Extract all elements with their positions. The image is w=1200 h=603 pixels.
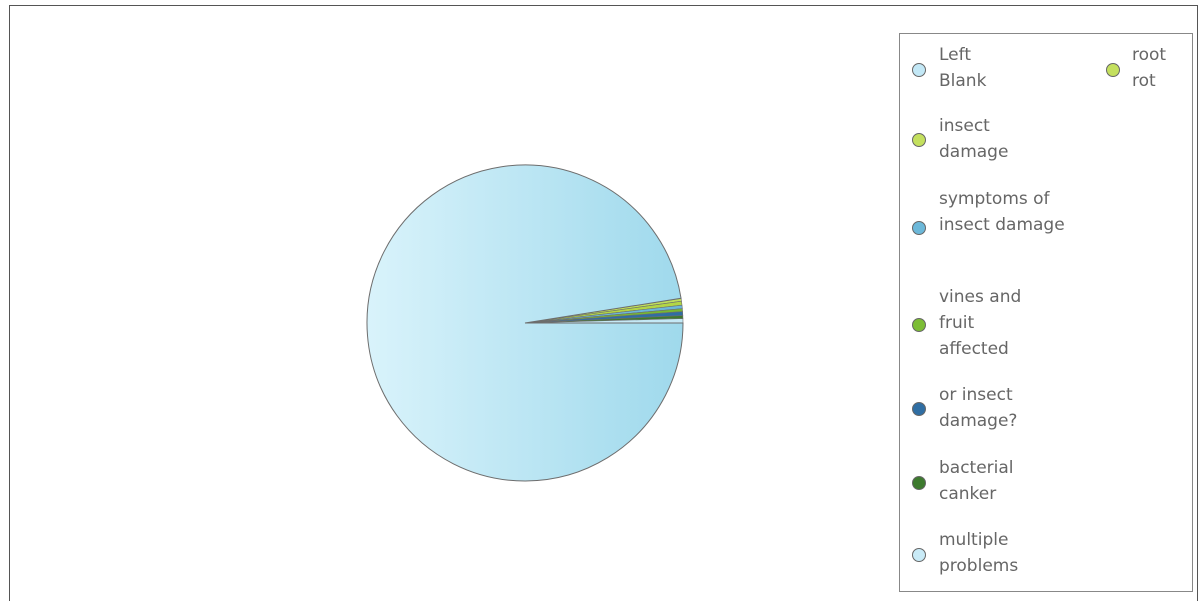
legend-label-multiple-problems: multiple problems (939, 530, 1019, 576)
legend-swatch-symptoms-of-insect-damage (912, 221, 926, 235)
pie-chart (366, 164, 684, 482)
legend-label-bacterial-canker: bacterial canker (939, 458, 1014, 504)
legend-label-insect-damage: insect damage (939, 116, 1009, 162)
legend-label-vines-and-fruit-affected: vines and fruit affected (939, 287, 1022, 359)
legend-swatch-multiple-problems (912, 548, 926, 562)
legend: Left Blank insect damage symptoms of ins… (899, 33, 1193, 592)
legend-swatch-vines-and-fruit-affected (912, 318, 926, 332)
legend-label-symptoms-of-insect-damage: symptoms of insect damage (939, 189, 1065, 235)
legend-label-left-blank: Left Blank (939, 45, 987, 91)
chart-frame: Left Blank insect damage symptoms of ins… (9, 5, 1198, 601)
legend-label-or-insect-damage: or insect damage? (939, 385, 1018, 431)
legend-swatch-or-insect-damage (912, 402, 926, 416)
legend-label-root-rot: root rot (1132, 45, 1167, 91)
legend-swatch-bacterial-canker (912, 476, 926, 490)
legend-swatch-root-rot (1106, 63, 1120, 77)
legend-swatch-insect-damage (912, 133, 926, 147)
pie-slice-left-blank[interactable] (366, 164, 684, 482)
pie-slices (366, 164, 684, 482)
legend-swatch-left-blank (912, 63, 926, 77)
